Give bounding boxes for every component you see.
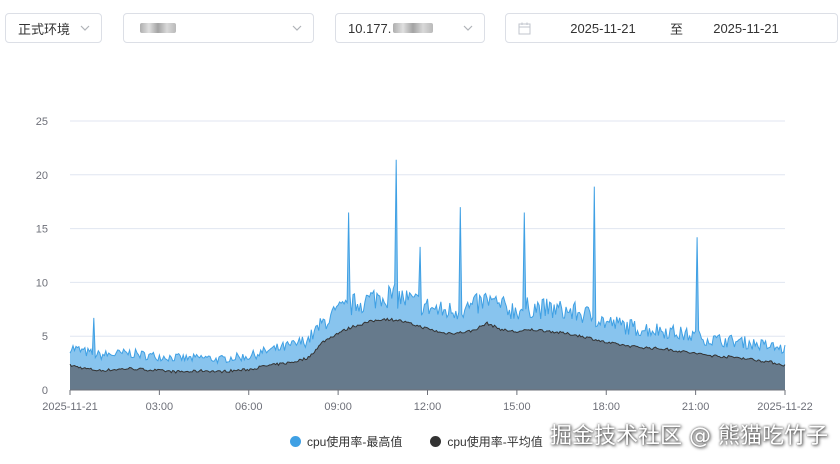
legend-item-max[interactable]: cpu使用率-最高值 [290,433,402,450]
series-avg-area [70,318,785,390]
x-tick-label: 03:00 [146,401,174,413]
chevron-down-icon [80,25,90,31]
legend-label-max: cpu使用率-最高值 [307,435,403,449]
start-date-input[interactable]: 2025-11-21 [570,20,636,36]
chart-areas [69,159,786,390]
y-tick-label: 0 [42,385,48,397]
y-tick-label: 15 [36,224,48,236]
chart-legend: cpu使用率-最高值 cpu使用率-平均值 [290,433,543,450]
y-tick-label: 25 [36,116,48,128]
y-tick-label: 5 [42,331,48,343]
end-date-input[interactable]: 2025-11-21 [713,20,779,36]
chart-axes: 0 5 10 15 20 25 2025-11-21 03:00 06:00 09:00 12:00… [36,116,813,413]
x-tick-label: 09:00 [324,401,352,413]
environment-select[interactable]: 正式环境 [5,13,102,43]
x-tick-label: 12:00 [414,401,442,413]
x-tick-label: 15:00 [503,401,531,413]
series-avg-line [69,317,786,374]
chevron-down-icon [292,25,302,31]
legend-label-avg: cpu使用率-平均值 [447,435,543,449]
environment-value: 正式环境 [18,21,71,37]
redacted-ip [393,23,434,33]
x-tick-label: 2025-11-22 [757,401,812,413]
redacted-host [140,23,176,33]
y-tick-label: 10 [36,277,48,289]
series-max-area [70,159,785,390]
x-tick-label: 21:00 [682,401,710,413]
legend-dot-avg [430,436,442,447]
date-range-picker[interactable]: 2025-11-21 至 2025-11-21 [505,13,838,43]
legend-dot-max [290,436,301,447]
chevron-down-icon [463,25,473,31]
y-tick-label: 20 [36,170,48,182]
ip-value: 10.177. [348,20,392,36]
x-tick-label: 18:00 [592,401,620,413]
calendar-icon [518,22,531,35]
x-tick-label: 2025-11-21 [42,401,97,413]
cpu-usage-chart: 0 5 10 15 20 25 2025-11-21 03:00 06:00 09:00 12:00… [36,116,813,413]
date-separator: 至 [670,21,684,37]
x-tick-label: 06:00 [235,401,263,413]
legend-item-avg[interactable]: cpu使用率-平均值 [430,433,543,450]
series-max-line [69,159,786,365]
ip-select[interactable]: 10.177. [335,13,485,43]
host-select[interactable] [123,13,314,43]
watermark: 掘金技术社区 @ 熊猫吃竹子 [550,424,828,449]
